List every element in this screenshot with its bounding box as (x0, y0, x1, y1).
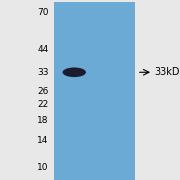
Text: 26: 26 (37, 87, 49, 96)
Text: 33kDa: 33kDa (155, 67, 180, 77)
Text: 22: 22 (37, 100, 49, 109)
Text: 10: 10 (37, 163, 49, 172)
Text: 70: 70 (37, 8, 49, 17)
Ellipse shape (63, 68, 86, 77)
Text: 18: 18 (37, 116, 49, 125)
Text: 44: 44 (37, 45, 49, 54)
FancyBboxPatch shape (54, 2, 135, 180)
Text: 14: 14 (37, 136, 49, 145)
Text: 33: 33 (37, 68, 49, 77)
